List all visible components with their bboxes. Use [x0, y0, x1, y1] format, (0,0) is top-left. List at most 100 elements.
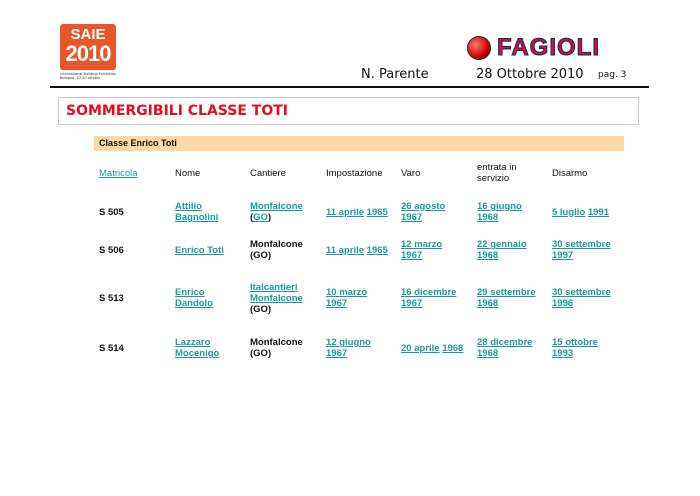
cell-link[interactable]: Monfalcone — [250, 201, 303, 212]
table-cell: Attilio Bagnolini — [175, 201, 218, 223]
table-cell: 16 giugno 1968 — [477, 201, 522, 223]
cell-text: Cantiere — [250, 167, 286, 179]
cell-link[interactable]: Attilio — [175, 201, 202, 212]
cell-link[interactable]: 1967 — [401, 212, 423, 223]
cell-link[interactable]: Lazzaro — [175, 337, 211, 348]
table-cell: 10 marzo 1967 — [326, 287, 367, 309]
cell-text: Varo — [401, 167, 421, 179]
saie-logo-sub1: International Building Exhibition — [60, 72, 117, 76]
title-box: SOMMERGIBILI CLASSE TOTI — [58, 97, 639, 125]
table-cell: 16 dicembre 1967 — [401, 287, 456, 309]
cell-link[interactable]: 12 giugno — [326, 337, 371, 348]
header-divider — [50, 86, 649, 88]
cell-link[interactable]: GO — [253, 212, 268, 223]
saie-logo-sub2: Bologna, 27-30 ottobre — [60, 76, 101, 80]
cell-link[interactable]: 11 aprile — [326, 206, 365, 218]
cell-text: (GO) — [250, 250, 272, 261]
cell-link[interactable]: 5 luglio — [552, 206, 586, 218]
section-band: Classe Enrico Toti — [94, 136, 624, 151]
table-cell: Enrico Toti — [175, 245, 224, 256]
table-cell: 20 aprile 1968 — [401, 343, 463, 354]
table-cell: Enrico Dandolo — [175, 287, 213, 309]
cell-link[interactable]: 1967 — [326, 298, 348, 309]
table-cell: 11 aprile 1965 — [326, 207, 388, 218]
column-header: Nome — [175, 168, 200, 179]
cell-link[interactable]: Monfalcone — [250, 292, 303, 304]
cell-text: Monfalcone — [250, 337, 303, 348]
fagioli-wordmark: FAGIOLI — [497, 34, 600, 62]
cell-text: S 513 — [99, 292, 124, 304]
cell-link[interactable]: 12 marzo — [401, 239, 443, 250]
cell-link[interactable]: 30 settembre — [552, 239, 611, 250]
date: 28 Ottobre 2010 — [476, 67, 584, 82]
column-header: Cantiere — [250, 168, 286, 179]
cell-link[interactable]: Enrico Toti — [175, 244, 224, 256]
column-header: Matricola — [99, 168, 138, 179]
cell-link[interactable]: 16 dicembre — [401, 287, 457, 298]
table-cell: Monfalcone (GO) — [250, 201, 303, 223]
table-cell: S 514 — [99, 343, 124, 354]
cell-link[interactable]: 1967 — [401, 250, 423, 261]
cell-link[interactable]: 15 ottobre — [552, 337, 598, 348]
cell-text: entrata in — [477, 162, 517, 173]
page-title: SOMMERGIBILI CLASSE TOTI — [66, 103, 288, 119]
table-cell: 28 dicembre 1968 — [477, 337, 532, 359]
cell-text: (GO) — [250, 348, 272, 359]
table-cell: Lazzaro Mocenigo — [175, 337, 219, 359]
page-number: pag. 3 — [598, 70, 627, 80]
cell-text: ( — [250, 212, 254, 223]
table-cell: S 505 — [99, 207, 124, 218]
cell-link[interactable]: Italcantieri — [250, 281, 298, 293]
cell-link[interactable]: 1968 — [477, 212, 499, 223]
cell-link[interactable]: 10 marzo — [326, 287, 368, 298]
cell-link[interactable]: 1993 — [552, 348, 574, 359]
table-cell: 12 giugno 1967 — [326, 337, 371, 359]
cell-link[interactable]: 28 dicembre — [477, 337, 533, 348]
cell-link[interactable]: 1968 — [477, 298, 499, 309]
cell-link[interactable]: 1965 — [366, 244, 388, 256]
cell-link[interactable]: 1996 — [552, 298, 574, 309]
cell-link[interactable]: 1968 — [442, 342, 464, 354]
cell-link[interactable]: 26 agosto — [401, 201, 446, 212]
cell-link[interactable]: 1991 — [587, 206, 610, 218]
cell-link[interactable]: Matricola — [99, 167, 138, 179]
cell-link[interactable]: 22 gennaio — [477, 239, 527, 250]
author: N. Parente — [361, 67, 429, 82]
table-cell: 12 marzo 1967 — [401, 239, 442, 261]
cell-link[interactable]: 1968 — [477, 348, 499, 359]
table-cell: 30 settembre 1996 — [552, 287, 611, 309]
cell-link[interactable]: 16 giugno — [477, 201, 522, 212]
cell-link[interactable]: 29 settembre — [477, 287, 536, 298]
cell-text: (GO) — [250, 303, 272, 315]
cell-text: ) — [267, 212, 272, 223]
cell-link[interactable]: Dandolo — [175, 298, 213, 309]
table-cell: 5 luglio 1991 — [552, 207, 609, 218]
column-header: Impostazione — [326, 168, 383, 179]
cell-link[interactable]: 1965 — [366, 206, 388, 218]
saie-logo-line2: 2010 — [65, 41, 112, 66]
cell-link[interactable]: 1968 — [477, 250, 499, 261]
cell-link[interactable]: 1967 — [326, 348, 348, 359]
cell-link[interactable]: Bagnolini — [175, 212, 219, 223]
table-cell: S 513 — [99, 293, 124, 304]
cell-link[interactable]: 20 aprile — [401, 342, 440, 354]
table-cell: 15 ottobre 1993 — [552, 337, 598, 359]
table-cell: S 506 — [99, 245, 124, 256]
cell-link[interactable]: Enrico — [175, 287, 205, 298]
cell-text: Monfalcone — [250, 239, 303, 250]
cell-text: S 514 — [99, 342, 124, 354]
cell-link[interactable]: 11 aprile — [326, 244, 365, 256]
table-cell: 26 agosto 1967 — [401, 201, 445, 223]
table-cell: Monfalcone (GO) — [250, 337, 303, 359]
cell-link[interactable]: 30 settembre — [552, 287, 611, 298]
cell-text: S 505 — [99, 206, 124, 218]
saie-logo-line1: SAIE — [70, 26, 106, 43]
cell-link[interactable]: Mocenigo — [175, 348, 220, 359]
column-header: entrata in servizio — [477, 162, 517, 184]
cell-link[interactable]: 1967 — [401, 298, 423, 309]
cell-text: Impostazione — [326, 167, 383, 179]
column-header: Varo — [401, 168, 420, 179]
cell-link[interactable]: 1997 — [552, 250, 574, 261]
table-cell: 22 gennaio 1968 — [477, 239, 527, 261]
